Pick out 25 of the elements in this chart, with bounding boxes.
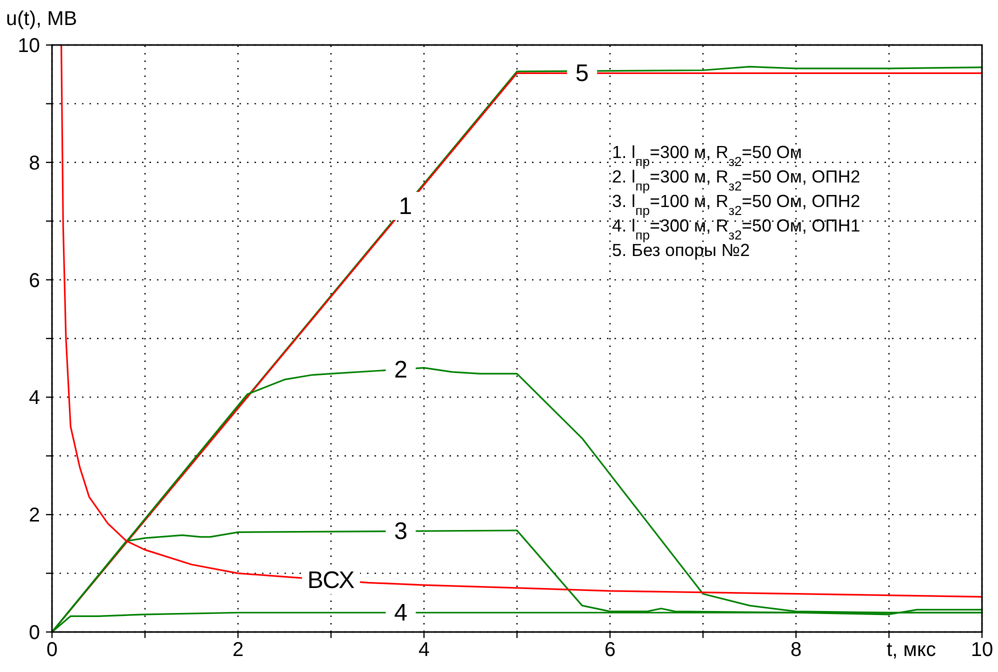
annotation: 3. l$_{пр}$=100 м, R$_{з2}$=50 Ом, ОПН2 [612, 191, 860, 218]
y-tick-label: 0 [28, 622, 40, 644]
y-tick-label: 10 [18, 35, 40, 57]
series-label: 1 [398, 192, 412, 220]
series-label: ВСХ [307, 567, 355, 594]
x-axis-title: t, мкс [886, 639, 936, 661]
x-tick-label: 8 [790, 639, 802, 661]
y-tick-label: 4 [28, 387, 40, 410]
annotation: 1. l$_{пр}$=300 м, R$_{з2}$=50 Ом [612, 142, 802, 168]
series-label: 5 [575, 60, 589, 88]
x-tick-label: 10 [970, 639, 994, 661]
y-axis-title: u(t), МВ [6, 8, 78, 30]
annotation: 2. l$_{пр}$=300 м, R$_{з2}$=50 Ом, ОПН2 [612, 166, 860, 193]
annotation: 4. l$_{пр}$=300 м, R$_{з2}$=50 Ом, ОПН1 [612, 216, 860, 242]
x-tick-label: 2 [232, 639, 244, 661]
x-tick-label: 0 [46, 639, 58, 661]
x-tick-label: 4 [418, 639, 430, 661]
series-label: 3 [394, 518, 408, 546]
series-label: 4 [394, 600, 408, 627]
y-tick-label: 2 [28, 504, 40, 527]
series-label: 2 [394, 356, 408, 384]
y-tick-label: 8 [28, 152, 40, 174]
y-tick-label: 6 [28, 270, 40, 292]
x-tick-label: 6 [604, 639, 616, 661]
annotation: 5. Без опоры №2 [612, 240, 750, 260]
